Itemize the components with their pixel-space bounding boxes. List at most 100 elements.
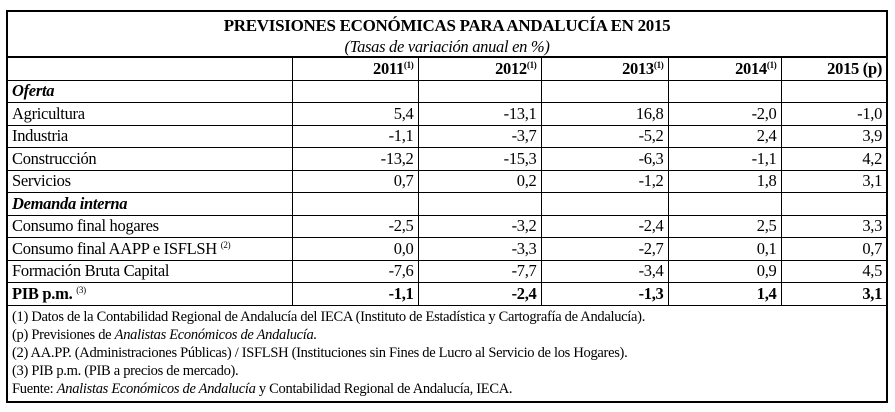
column-header: 2011(1): [291, 56, 419, 81]
table-row: Consumo final AAPP e ISFLSH (2) 0,0 -3,3 -2…: [6, 237, 888, 261]
value-cell: -13,1: [417, 102, 542, 126]
forecast-table: PREVISIONES ECONÓMICAS PARA ANDALUCÍA EN…: [6, 10, 889, 403]
row-label: Construcción: [12, 148, 97, 168]
row-label: Consumo final hogares: [12, 216, 159, 236]
footnote: (3) PIB p.m. (PIB a precios de mercado).: [12, 362, 882, 380]
footnote: (1) Datos de la Contabilidad Regional de…: [12, 308, 882, 326]
column-header: 2015 (p): [780, 56, 888, 81]
value-cell: [417, 192, 542, 216]
footnote-text: (p) Previsiones de: [12, 326, 115, 343]
row-label-cell: Agricultura: [6, 102, 293, 126]
row-label-cell: PIB p.m. (3): [6, 282, 293, 306]
row-label-cell: Consumo final AAPP e ISFLSH (2): [6, 237, 293, 261]
value-cell: -2,7: [540, 237, 669, 261]
value-cell: -2,0: [667, 102, 782, 126]
value-cell: 4,5: [780, 259, 888, 283]
row-label-cell: Demanda interna: [6, 192, 293, 216]
header-row: 2011(1) 2012(1) 2013(1) 2014(1) 2015 (p): [6, 56, 888, 81]
footnote-text: Analistas Económicos de Andalucía.: [114, 326, 317, 343]
column-header: 2012(1): [417, 56, 542, 81]
title-cell: PREVISIONES ECONÓMICAS PARA ANDALUCÍA EN…: [6, 10, 888, 58]
footnote-text: (1) Datos de la Contabilidad Regional de…: [12, 308, 646, 325]
footnote: Fuente: Analistas Económicos de Andalucí…: [12, 380, 882, 398]
footnote-marker: (1): [766, 59, 777, 70]
value-cell: [417, 79, 542, 103]
row-label: Oferta: [12, 81, 55, 101]
column-header-label: 2014: [735, 58, 767, 78]
value-cell: -1,2: [540, 169, 669, 193]
value-cell: -13,2: [291, 147, 419, 171]
value-cell: -3,3: [417, 237, 542, 261]
value-cell: 3,9: [780, 124, 888, 148]
row-label-cell: Construcción: [6, 147, 293, 171]
column-header: 2013(1): [540, 56, 669, 81]
notes-cell: (1) Datos de la Contabilidad Regional de…: [6, 304, 888, 402]
row-label-cell: Formación Bruta Capital: [6, 259, 293, 283]
value-cell: [540, 192, 669, 216]
value-cell: -1,1: [291, 124, 419, 148]
value-cell: [780, 79, 888, 103]
value-cell: 0,7: [780, 237, 888, 261]
table-row: Servicios 0,7 0,2 -1,2 1,8 3,1: [6, 169, 888, 193]
row-label-cell: Industria: [6, 124, 293, 148]
value-cell: -1,0: [780, 102, 888, 126]
footnote-marker: (1): [653, 59, 664, 70]
value-cell: -7,6: [291, 259, 419, 283]
footnote-marker: (2): [220, 239, 231, 250]
value-cell: [667, 192, 782, 216]
total-row: PIB p.m. (3) -1,1 -2,4 -1,3 1,4 3,1: [6, 282, 888, 306]
footnote: (2) AA.PP. (Administraciones Públicas) /…: [12, 344, 882, 362]
value-cell: 2,5: [667, 214, 782, 238]
value-cell: 0,7: [291, 169, 419, 193]
table-row: Construcción -13,2 -15,3 -6,3 -1,1 4,2: [6, 147, 888, 171]
value-cell: -5,2: [540, 124, 669, 148]
row-label: Industria: [12, 126, 68, 146]
row-label-cell: Oferta: [6, 79, 293, 103]
value-cell: 3,1: [780, 282, 888, 306]
column-header-label: 2011: [373, 58, 404, 78]
row-label: Formación Bruta Capital: [12, 261, 170, 281]
table-row: Industria -1,1 -3,7 -5,2 2,4 3,9: [6, 124, 888, 148]
column-header-label: 2015 (p): [827, 58, 883, 78]
value-cell: 2,4: [667, 124, 782, 148]
column-header-label: 2013: [622, 58, 654, 78]
value-cell: [540, 79, 669, 103]
value-cell: -15,3: [417, 147, 542, 171]
value-cell: -1,1: [291, 282, 419, 306]
footnote-text: Fuente:: [12, 380, 57, 397]
footnote-text: (2) AA.PP. (Administraciones Públicas) /…: [12, 344, 628, 361]
value-cell: 3,3: [780, 214, 888, 238]
value-cell: 0,1: [667, 237, 782, 261]
value-cell: 1,4: [667, 282, 782, 306]
footnote-text: (3) PIB p.m. (PIB a precios de mercado).: [12, 362, 239, 379]
value-cell: 5,4: [291, 102, 419, 126]
notes-row: (1) Datos de la Contabilidad Regional de…: [6, 304, 888, 402]
column-header: 2014(1): [667, 56, 782, 81]
value-cell: [291, 79, 419, 103]
value-cell: -7,7: [417, 259, 542, 283]
value-cell: -3,7: [417, 124, 542, 148]
value-cell: -2,5: [291, 214, 419, 238]
value-cell: [291, 192, 419, 216]
value-cell: 4,2: [780, 147, 888, 171]
value-cell: [667, 79, 782, 103]
table-row: Formación Bruta Capital -7,6 -7,7 -3,4 0,9 4,…: [6, 259, 888, 283]
table-row: Agricultura 5,4 -13,1 16,8 -2,0 -1,0: [6, 102, 888, 126]
column-header-label: 2012: [495, 58, 527, 78]
row-label: PIB p.m.: [12, 283, 73, 303]
footnote-text: y Contabilidad Regional de Andalucía, IE…: [255, 380, 513, 397]
table-title: PREVISIONES ECONÓMICAS PARA ANDALUCÍA EN…: [223, 15, 671, 35]
value-cell: -2,4: [540, 214, 669, 238]
value-cell: 0,9: [667, 259, 782, 283]
footnote: (p) Previsiones de Analistas Económicos …: [12, 326, 882, 344]
row-label: Consumo final AAPP e ISFLSH: [12, 238, 217, 258]
value-cell: -2,4: [417, 282, 542, 306]
value-cell: 16,8: [540, 102, 669, 126]
section-row: Oferta: [6, 79, 888, 103]
row-label-cell: Servicios: [6, 169, 293, 193]
footnote-marker: (3): [76, 284, 86, 295]
row-label-cell: Consumo final hogares: [6, 214, 293, 238]
value-cell: [780, 192, 888, 216]
footnote-marker: (1): [526, 59, 537, 70]
footnote-marker: (1): [403, 59, 414, 70]
